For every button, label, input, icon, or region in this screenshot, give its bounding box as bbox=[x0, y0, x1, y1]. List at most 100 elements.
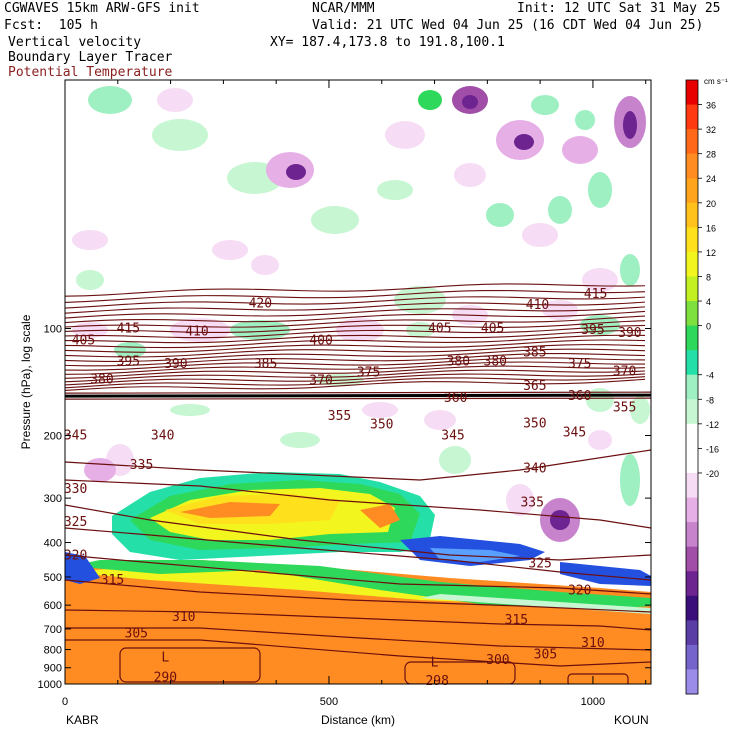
theta-label: 320 bbox=[64, 548, 87, 563]
colorbar-swatch bbox=[686, 571, 698, 597]
theta-line bbox=[65, 373, 646, 386]
colorbar-swatch bbox=[686, 104, 698, 130]
theta-line bbox=[65, 306, 646, 319]
field-cell bbox=[562, 136, 598, 164]
theta-label: 340 bbox=[151, 429, 174, 444]
theta-label: 405 bbox=[481, 321, 504, 336]
field-cell bbox=[84, 458, 116, 482]
field-cell bbox=[454, 163, 486, 187]
theta-label: 410 bbox=[526, 298, 549, 313]
colorbar-swatch bbox=[686, 153, 698, 179]
theta-line bbox=[65, 391, 651, 394]
field-cell bbox=[418, 90, 442, 110]
colorbar-tick-label: -8 bbox=[706, 395, 714, 405]
theta-label: L bbox=[431, 655, 439, 670]
theta-label: 298 bbox=[425, 674, 448, 689]
colorbar-tick-label: -4 bbox=[706, 371, 714, 381]
theta-line bbox=[65, 579, 651, 613]
colorbar-swatch bbox=[686, 522, 698, 548]
theta-line bbox=[65, 378, 646, 392]
theta-line bbox=[65, 283, 646, 297]
field-cell bbox=[462, 95, 478, 109]
colorbar-tick-label: 4 bbox=[706, 297, 711, 307]
colorbar-swatch bbox=[686, 497, 698, 523]
x-axis-label: Distance (km) bbox=[321, 713, 395, 727]
theta-line bbox=[404, 661, 516, 684]
theta-label: 395 bbox=[581, 323, 604, 338]
colorbar-tick-label: -20 bbox=[706, 469, 719, 479]
field-cell bbox=[620, 454, 640, 506]
field-cell bbox=[580, 315, 620, 335]
theta-line bbox=[65, 348, 646, 362]
field-cell bbox=[623, 111, 637, 139]
theta-label: 375 bbox=[568, 357, 591, 372]
theta-label: 315 bbox=[101, 573, 124, 588]
colorbar-swatch bbox=[686, 669, 698, 695]
theta-label: 400 bbox=[309, 333, 332, 348]
plot-frame bbox=[64, 79, 652, 685]
theta-line bbox=[65, 361, 646, 375]
colorbar-swatch bbox=[686, 448, 698, 474]
field-cell bbox=[385, 121, 425, 149]
theta-line bbox=[65, 369, 646, 383]
y-tick-label: 900 bbox=[44, 663, 62, 675]
theta-label: 345 bbox=[441, 429, 464, 444]
theta-line bbox=[65, 353, 646, 367]
field-cell bbox=[620, 254, 640, 286]
colorbar-frame bbox=[685, 79, 699, 695]
theta-line bbox=[65, 527, 651, 581]
colorbar-tick-label: 12 bbox=[706, 248, 716, 258]
field-blue-left bbox=[65, 552, 100, 584]
field-cell bbox=[88, 86, 132, 114]
theta-line bbox=[65, 397, 651, 400]
colorbar-tick-label: 0 bbox=[706, 322, 711, 332]
theta-label: 370 bbox=[613, 364, 636, 379]
theta-line bbox=[65, 479, 651, 529]
theta-line bbox=[65, 609, 651, 631]
colorbar-swatch bbox=[686, 276, 698, 302]
theta-line bbox=[65, 329, 646, 344]
field-cell bbox=[362, 402, 398, 418]
theta-line bbox=[65, 339, 646, 353]
theta-line bbox=[567, 673, 629, 684]
field-cell bbox=[588, 430, 612, 450]
theta-line bbox=[65, 639, 651, 667]
y-tick-label: 500 bbox=[44, 572, 62, 584]
x-tick-label: 0 bbox=[62, 696, 68, 708]
field-cell bbox=[280, 432, 320, 448]
theta-label: 360 bbox=[444, 391, 467, 406]
colorbar-tick-label: 32 bbox=[706, 125, 716, 135]
left-station-label: KABR bbox=[66, 713, 99, 727]
theta-line bbox=[65, 627, 651, 651]
theta-label: 355 bbox=[328, 409, 351, 424]
field-cell bbox=[588, 172, 612, 208]
theta-label: 390 bbox=[164, 357, 187, 372]
colorbar-swatch bbox=[686, 472, 698, 499]
y-axis-label: Pressure (hPa), log scale bbox=[19, 314, 33, 449]
field-cell bbox=[114, 342, 146, 358]
theta-label: 390 bbox=[618, 326, 641, 341]
theta-label: 340 bbox=[523, 462, 546, 477]
org-label: NCAR/MMM bbox=[312, 1, 375, 16]
field-cell bbox=[212, 240, 248, 260]
theta-label: 320 bbox=[568, 583, 591, 598]
colorbar: 36 32 28 24 20 16 12 8 4 0 -4 -8 -12 -16 -20 bbox=[685, 79, 719, 695]
theta-label: 420 bbox=[249, 296, 272, 311]
theta-label: 415 bbox=[584, 287, 607, 302]
theta-contour-labels: 420 415 410 400 405 405 410 415 395 390 405 395 390 3… bbox=[64, 287, 642, 689]
theta-label: 330 bbox=[64, 482, 87, 497]
colorbar-swatch bbox=[686, 325, 698, 351]
theta-label: 355 bbox=[613, 401, 636, 416]
field-2-label: Boundary Layer Tracer bbox=[8, 50, 173, 65]
theta-label: 310 bbox=[581, 636, 604, 651]
field-1-label: Vertical velocity bbox=[8, 35, 142, 50]
theta-line bbox=[65, 554, 651, 595]
theta-label: 315 bbox=[505, 613, 528, 628]
field-cell bbox=[575, 110, 595, 130]
field-cell bbox=[286, 164, 306, 180]
theta-label: 350 bbox=[523, 416, 546, 431]
theta-label: 405 bbox=[72, 333, 95, 348]
field-cell bbox=[152, 119, 208, 151]
theta-label: 380 bbox=[447, 355, 470, 370]
